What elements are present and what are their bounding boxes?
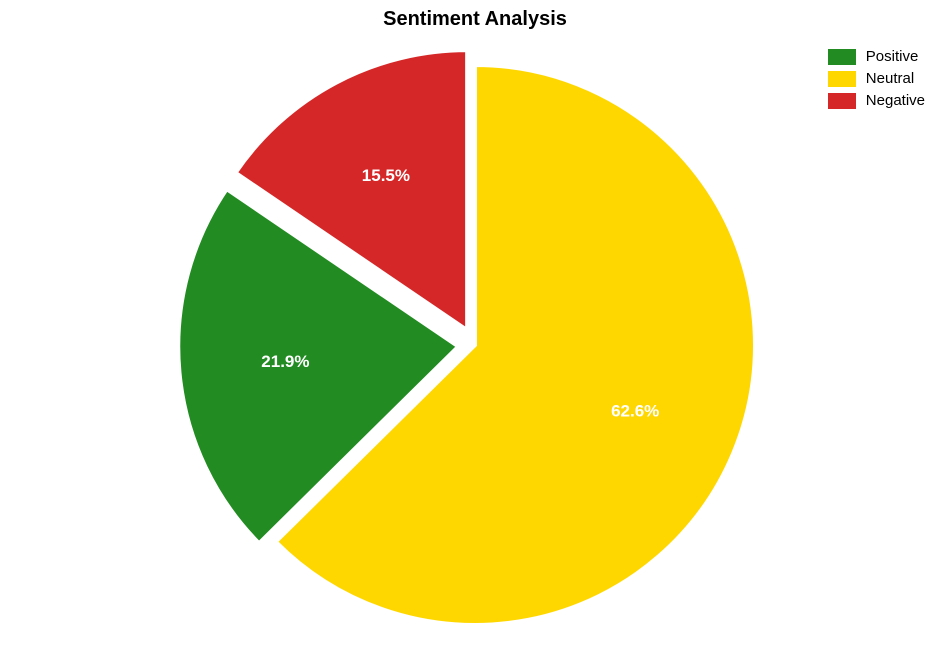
pie-slice-label-neutral: 62.6% — [611, 401, 659, 420]
legend-swatch-negative — [828, 93, 856, 109]
chart-legend: Positive Neutral Negative — [828, 48, 925, 109]
legend-item-positive: Positive — [828, 48, 925, 65]
chart-container: Sentiment Analysis 62.6% 21.9% 15.5% Posit… — [0, 0, 950, 662]
legend-label-neutral: Neutral — [866, 70, 914, 87]
pie-slice-label-negative: 15.5% — [362, 166, 410, 185]
legend-item-negative: Negative — [828, 92, 925, 109]
pie-chart-svg: 62.6% 21.9% 15.5% — [170, 50, 780, 660]
legend-label-positive: Positive — [866, 48, 919, 65]
pie-slice-label-positive: 21.9% — [261, 352, 309, 371]
legend-item-neutral: Neutral — [828, 70, 925, 87]
legend-swatch-neutral — [828, 71, 856, 87]
legend-label-negative: Negative — [866, 92, 925, 109]
legend-swatch-positive — [828, 49, 856, 65]
chart-title: Sentiment Analysis — [383, 8, 567, 31]
